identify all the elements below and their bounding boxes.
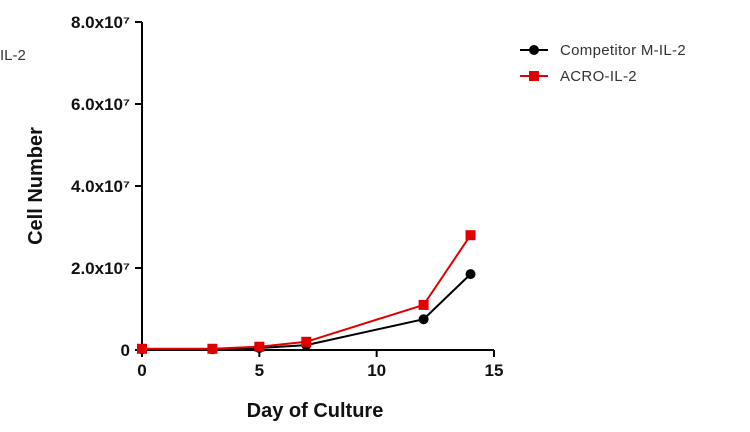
legend-label: Competitor M-IL-2: [560, 42, 686, 59]
x-axis-title: Day of Culture: [247, 400, 384, 422]
y-axis-title: Cell Number: [25, 127, 47, 245]
y-tick-label: 4.0x10⁷: [71, 177, 130, 196]
data-point: [418, 314, 429, 325]
y-tick-label: 0: [121, 341, 130, 360]
y-tick-label: 2.0x10⁷: [71, 259, 130, 278]
series-line: [142, 234, 472, 350]
x-tick-label: 0: [137, 361, 146, 380]
y-tick-label: 6.0x10⁷: [71, 95, 130, 114]
data-point: [207, 343, 218, 354]
x-tick-label: 10: [367, 361, 386, 380]
series-layer: [137, 230, 476, 355]
x-tick-label: 15: [485, 361, 504, 380]
data-point: [465, 269, 476, 280]
x-axis-ticks: 0 5 10 15: [137, 350, 503, 380]
legend-label: ACRO-IL-2: [560, 68, 637, 85]
data-point: [418, 299, 429, 310]
legend-marker: [529, 45, 539, 55]
legend: Competitor M-IL-2 ACRO-IL-2: [520, 42, 686, 85]
x-tick-label: 5: [255, 361, 264, 380]
data-point: [465, 230, 476, 241]
data-point: [301, 336, 312, 347]
legend-marker: [529, 71, 539, 81]
y-axis-ticks: 0 2.0x10⁷ 4.0x10⁷ 6.0x10⁷ 8.0x10⁷: [71, 13, 142, 360]
series-group: [137, 230, 476, 354]
axes: [141, 22, 494, 351]
y-tick-label: 8.0x10⁷: [71, 13, 130, 32]
side-label: IL-2: [0, 47, 26, 64]
data-point: [137, 343, 147, 354]
data-point: [254, 341, 265, 352]
